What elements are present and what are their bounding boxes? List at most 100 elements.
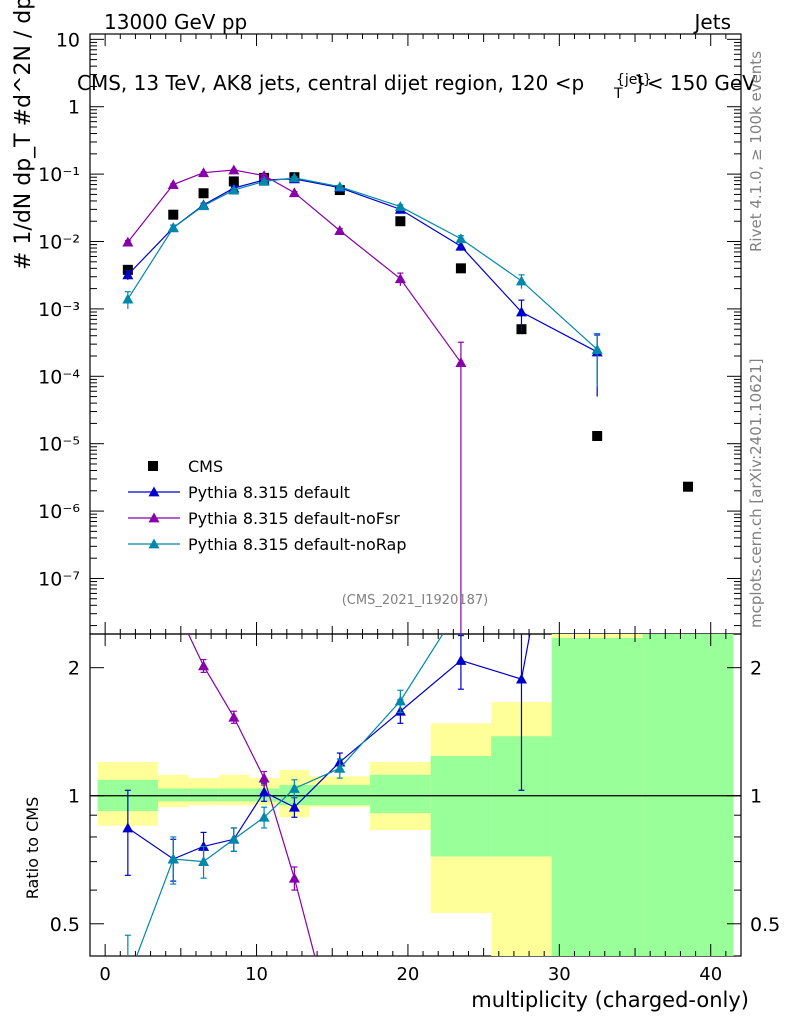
xtick-label: 40	[699, 964, 722, 985]
legend-marker-noRap	[148, 538, 160, 549]
legend-label-noFsr: Pythia 8.315 default-noFsr	[188, 509, 400, 528]
ratio-ylabel: Ratio to CMS	[23, 797, 42, 899]
xtick-label: 20	[396, 964, 419, 985]
point-noRap	[394, 201, 406, 211]
mcplots-label: mcplots.cern.ch [arXiv:2401.10621]	[747, 358, 765, 628]
ytick-label: 10⁻³	[38, 299, 80, 321]
band-green-3	[218, 788, 249, 802]
point-noRap	[122, 293, 134, 304]
main-ylabel-text: # 1/dN dp_T #d^2N / dp_T dλ	[11, 0, 36, 270]
ratio-point-default	[515, 673, 527, 684]
ratio-point-noRap	[334, 762, 346, 773]
ytick-label: 10	[56, 29, 80, 51]
xtick-label: 0	[99, 964, 110, 985]
band-green-2	[188, 788, 219, 802]
legend-marker-noFsr	[148, 512, 160, 523]
xtick-label: 10	[245, 964, 268, 985]
point-noRap	[258, 175, 270, 186]
point-noFsr	[258, 170, 270, 181]
ratio-ytick-label-left: 1	[68, 786, 80, 808]
ratio-point-default	[288, 801, 300, 812]
ratio-point-default	[122, 822, 134, 833]
series-line-default	[127, 178, 598, 353]
ytick-label: 10⁻⁵	[38, 434, 80, 456]
ytick-label: 10⁻⁴	[38, 366, 80, 388]
point-default	[455, 240, 467, 251]
point-noFsr	[334, 225, 346, 236]
ratio-point-default	[258, 786, 270, 797]
cms-point	[683, 481, 694, 492]
cms-point	[455, 263, 466, 274]
analysis-id: (CMS_2021_I1920187)	[342, 593, 489, 608]
point-noFsr	[394, 273, 406, 284]
point-noRap	[288, 172, 300, 183]
ratio-point-noRap	[394, 695, 406, 706]
plot-title-end: }< 150 GeV	[634, 71, 756, 95]
band-green-11	[642, 634, 734, 956]
band-green-7	[370, 774, 431, 814]
point-noFsr	[198, 167, 210, 178]
legend-label-noRap: Pythia 8.315 default-noRap	[188, 535, 406, 554]
ytick-label: 10⁻²	[38, 232, 80, 254]
ratio-point-noRap	[288, 782, 300, 793]
legend: CMS Pythia 8.315 default Pythia 8.315 defa…	[128, 457, 406, 554]
ratio-point-noFsr	[258, 772, 270, 783]
point-noFsr	[228, 164, 240, 175]
point-default	[122, 269, 134, 280]
series-line-noFsr	[127, 169, 462, 363]
band-green-1	[158, 788, 189, 802]
cms-point	[228, 176, 239, 187]
ratio-point-noRap	[198, 856, 210, 867]
ratio-series-group	[122, 634, 531, 984]
point-noFsr	[288, 187, 300, 198]
point-noRap	[455, 233, 467, 244]
ratio-xlabel: multiplicity (charged-only)	[471, 988, 749, 1012]
axis-ticks	[89, 34, 742, 956]
plot-title-sub: T	[613, 86, 623, 102]
rivet-label: Rivet 4.1.0, ≥ 100k events	[747, 51, 765, 252]
legend-marker-cms	[148, 461, 158, 471]
cms-point	[395, 216, 406, 227]
point-noRap	[198, 200, 210, 211]
point-noFsr	[122, 236, 134, 247]
ratio-point-noFsr	[228, 711, 240, 722]
ratio-plot-frame	[89, 633, 742, 957]
ytick-label: 10⁻⁷	[38, 568, 80, 590]
point-noRap	[591, 343, 603, 354]
band-green-10	[551, 637, 643, 956]
legend-label-default: Pythia 8.315 default	[188, 483, 350, 502]
ytick-label: 10⁻⁶	[38, 501, 80, 523]
ratio-point-noRap	[258, 811, 270, 822]
header-right: Jets	[693, 10, 731, 34]
main-ylabel: # 1/dN dp_T #d^2N / dp_T dλ	[11, 0, 36, 270]
xtick-label: 30	[548, 964, 571, 985]
ratio-point-noFsr	[198, 660, 210, 671]
ratio-ytick-label-left: 2	[68, 658, 80, 680]
ratio-ytick-label-right: 1	[750, 786, 762, 808]
main-series-group	[122, 164, 694, 634]
cms-point	[198, 188, 209, 199]
series-line-noRap	[127, 177, 598, 350]
ratio-uncertainty-bands	[97, 634, 734, 956]
point-noRap	[228, 184, 240, 195]
point-noRap	[515, 275, 527, 286]
band-green-8	[430, 755, 492, 857]
ratio-ytick-label-left: 0.5	[50, 914, 80, 936]
ratio-point-noRap	[122, 974, 133, 984]
ytick-label: 10⁻¹	[38, 164, 80, 186]
ratio-ytick-label-right: 0.5	[750, 914, 780, 936]
ratio-point-noRap	[167, 853, 179, 864]
point-default	[515, 306, 527, 317]
point-noRap	[167, 222, 179, 233]
point-noFsr	[455, 357, 467, 367]
ytick-label: 1	[68, 97, 80, 119]
cms-point	[592, 431, 603, 442]
legend-marker-default	[148, 486, 160, 497]
axis-tick-labels: 0 10 20 30 4010⁻⁷10⁻⁶10⁻⁵10⁻⁴10⁻³10⁻²10⁻¹110…	[38, 29, 780, 985]
ratio-point-noRap	[228, 833, 240, 844]
point-noFsr	[167, 179, 179, 189]
ratio-point-noFsr	[288, 872, 300, 883]
header-left: 13000 GeV pp	[104, 10, 247, 34]
point-noRap	[334, 181, 346, 192]
